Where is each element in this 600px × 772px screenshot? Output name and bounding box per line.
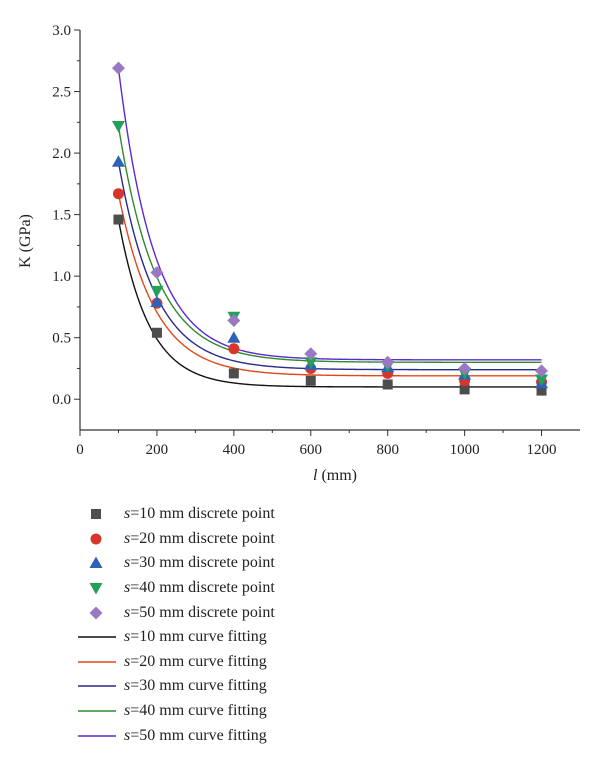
- legend-item: s =50 mm discrete point: [78, 600, 498, 625]
- legend-marker: [89, 606, 103, 620]
- legend-label: =40 mm curve fitting: [130, 702, 267, 720]
- legend-swatch: [78, 578, 118, 598]
- data-point: [304, 357, 318, 369]
- data-point: [112, 188, 124, 200]
- legend-label: =10 mm curve fitting: [130, 628, 267, 646]
- data-point: [111, 121, 125, 133]
- legend-item: s =20 mm discrete point: [78, 527, 498, 552]
- data-point: [227, 331, 241, 343]
- x-tick-label: 800: [376, 442, 399, 458]
- x-axis-title: l (mm): [313, 467, 357, 484]
- legend-marker: [89, 556, 103, 569]
- legend-label-prefix: s: [124, 726, 131, 744]
- legend-marker: [89, 583, 103, 595]
- data-point: [228, 368, 239, 379]
- x-tick-label: 0: [76, 442, 84, 458]
- legend-label-prefix: s: [124, 702, 131, 720]
- fit-curve: [117, 161, 542, 371]
- legend-label: =40 mm discrete point: [130, 579, 275, 597]
- legend: s =10 mm discrete point s =20 mm discrete p…: [78, 502, 498, 748]
- legend-label: =10 mm discrete point: [130, 505, 275, 523]
- legend-marker: [91, 509, 101, 520]
- fit-curve: [117, 193, 542, 377]
- legend-label-prefix: s: [124, 579, 131, 597]
- legend-swatch: [78, 553, 118, 573]
- data-point: [151, 327, 162, 338]
- fit-curve: [117, 219, 542, 388]
- fit-curve: [117, 125, 542, 363]
- axes: 0 200 400 600 800 1000 1200 0.0 0.5 1.0 1.5 2.0 2.5 3…: [52, 23, 580, 458]
- data-point: [113, 214, 124, 225]
- x-tick-label: 400: [223, 442, 246, 458]
- data-point: [304, 347, 318, 361]
- data-point: [228, 343, 240, 355]
- legend-item: s =30 mm curve fitting: [78, 674, 498, 699]
- legend-label-prefix: s: [124, 505, 131, 523]
- y-tick-label: 0.5: [52, 331, 71, 347]
- legend-swatch: [78, 529, 118, 549]
- y-axis-title: K (GPa): [17, 214, 34, 268]
- x-tick-label: 200: [146, 442, 169, 458]
- legend-label-prefix: s: [124, 677, 131, 695]
- legend-swatch: [78, 726, 118, 746]
- data-point: [305, 375, 316, 386]
- data-point: [150, 285, 164, 298]
- legend-label: =30 mm curve fitting: [130, 677, 267, 695]
- legend-label-prefix: s: [124, 628, 131, 646]
- y-tick-label: 1.5: [52, 208, 71, 224]
- y-tick-label: 2.0: [52, 146, 71, 162]
- data-point: [150, 295, 164, 307]
- legend-label-prefix: s: [124, 652, 131, 670]
- data-point: [381, 355, 395, 369]
- y-tick-label: 3.0: [52, 23, 71, 39]
- legend-label: =30 mm discrete point: [130, 554, 275, 572]
- legend-label: =20 mm curve fitting: [130, 652, 267, 670]
- legend-label: =50 mm curve fitting: [130, 726, 267, 744]
- legend-swatch: [78, 504, 118, 524]
- data-point: [111, 61, 125, 75]
- x-tick-label: 600: [300, 442, 323, 458]
- y-tick-label: 1.0: [52, 269, 71, 285]
- legend-label: =20 mm discrete point: [130, 529, 275, 547]
- x-axis-title-rest: (mm): [317, 467, 357, 484]
- legend-swatch: [78, 676, 118, 696]
- data-point: [535, 364, 549, 378]
- legend-item: s =50 mm curve fitting: [78, 723, 498, 748]
- legend-marker: [90, 533, 102, 545]
- chart: 0 200 400 600 800 1000 1200 0.0 0.5 1.0 1.5 2.0 2.5 3…: [17, 23, 580, 484]
- data-point: [458, 361, 472, 375]
- data-point: [150, 265, 164, 279]
- legend-item: s =10 mm discrete point: [78, 502, 498, 527]
- legend-item: s =40 mm curve fitting: [78, 699, 498, 724]
- legend-swatch: [78, 627, 118, 647]
- legend-swatch: [78, 701, 118, 721]
- legend-item: s =40 mm discrete point: [78, 576, 498, 601]
- y-tick-label: 0.0: [52, 392, 71, 408]
- legend-label: =50 mm discrete point: [130, 603, 275, 621]
- legend-swatch: [78, 652, 118, 672]
- legend-item: s =10 mm curve fitting: [78, 625, 498, 650]
- plot-area: [111, 61, 549, 396]
- data-point: [535, 374, 549, 387]
- x-axis-title-italic: l: [313, 467, 318, 484]
- x-tick-label: 1200: [527, 442, 557, 458]
- data-point: [227, 313, 241, 327]
- fit-curve: [117, 68, 542, 361]
- legend-item: s =20 mm curve fitting: [78, 650, 498, 675]
- legend-swatch: [78, 603, 118, 623]
- y-tick-label: 2.5: [52, 85, 71, 101]
- data-point: [382, 379, 393, 390]
- legend-label-prefix: s: [124, 603, 131, 621]
- legend-label-prefix: s: [124, 554, 131, 572]
- data-point: [459, 384, 470, 395]
- x-tick-label: 1000: [450, 442, 480, 458]
- data-point: [111, 155, 125, 167]
- data-point: [536, 385, 547, 396]
- legend-item: s =30 mm discrete point: [78, 551, 498, 576]
- legend-label-prefix: s: [124, 529, 131, 547]
